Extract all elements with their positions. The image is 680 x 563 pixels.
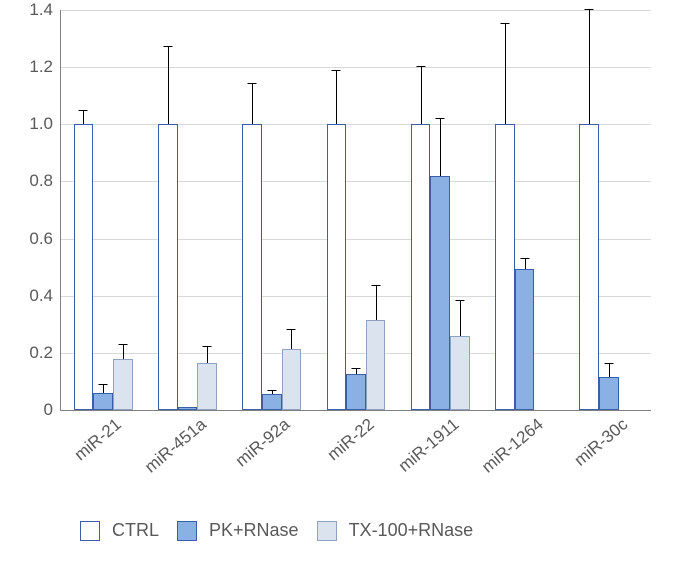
bar-ctrl bbox=[411, 124, 431, 410]
xtick-label: miR-22 bbox=[320, 410, 379, 465]
xtick-label: miR-21 bbox=[67, 410, 126, 465]
bar-pk bbox=[178, 407, 198, 410]
bar-pk bbox=[346, 374, 366, 410]
bar-pk bbox=[262, 394, 282, 410]
ytick-label: 1.2 bbox=[29, 57, 61, 77]
bar-pk bbox=[515, 269, 535, 410]
bar-tx bbox=[450, 336, 470, 410]
legend-label: PK+RNase bbox=[209, 520, 299, 541]
bar-ctrl bbox=[579, 124, 599, 410]
bar-ctrl bbox=[242, 124, 262, 410]
legend-swatch bbox=[177, 521, 197, 541]
xtick-label: miR-1264 bbox=[474, 410, 547, 477]
bar-tx bbox=[113, 359, 133, 410]
plot-area: 00.20.40.60.81.01.21.4miR-21miR-451amiR-… bbox=[60, 10, 651, 411]
ytick-label: 1.0 bbox=[29, 114, 61, 134]
legend-item-tx: TX-100+RNase bbox=[317, 520, 474, 541]
bar-pk bbox=[93, 393, 113, 410]
bar-ctrl bbox=[158, 124, 178, 410]
legend-item-pk: PK+RNase bbox=[177, 520, 299, 541]
bar-tx bbox=[282, 349, 302, 410]
xtick-label: miR-1911 bbox=[391, 410, 463, 476]
bar-pk bbox=[430, 176, 450, 410]
bar-chart: 0 0.2 0.4 0.6 0.8 1.0 1.2 1.4 miR-21miR-451a miR-… bbox=[0, 0, 680, 563]
bars-layer bbox=[61, 10, 651, 410]
legend-swatch bbox=[317, 521, 337, 541]
bar-group bbox=[411, 10, 470, 410]
ytick-label: 0.6 bbox=[29, 229, 61, 249]
xtick-label: miR-92a bbox=[229, 410, 295, 471]
ytick-label: 0 bbox=[44, 400, 61, 420]
bar-tx bbox=[366, 320, 386, 410]
bar-group bbox=[495, 10, 554, 410]
legend-item-ctrl: CTRL bbox=[80, 520, 159, 541]
legend-label: TX-100+RNase bbox=[349, 520, 474, 541]
legend: CTRL PK+RNase TX-100+RNase bbox=[80, 520, 473, 541]
bar-tx bbox=[197, 363, 217, 410]
bar-group bbox=[74, 10, 133, 410]
bar-ctrl bbox=[495, 124, 515, 410]
bar-ctrl bbox=[74, 124, 94, 410]
bar-group bbox=[579, 10, 638, 410]
ytick-label: 0.4 bbox=[29, 286, 61, 306]
ytick-label: 0.8 bbox=[29, 171, 61, 191]
bar-pk bbox=[599, 377, 619, 410]
legend-swatch bbox=[80, 521, 100, 541]
xtick-label: miR-451a bbox=[137, 410, 210, 477]
xtick-label: miR-30c bbox=[566, 410, 631, 471]
bar-group bbox=[327, 10, 386, 410]
bar-ctrl bbox=[327, 124, 347, 410]
bar-group bbox=[242, 10, 301, 410]
ytick-label: 0.2 bbox=[29, 343, 61, 363]
legend-label: CTRL bbox=[112, 520, 159, 541]
ytick-label: 1.4 bbox=[29, 0, 61, 20]
bar-group bbox=[158, 10, 217, 410]
